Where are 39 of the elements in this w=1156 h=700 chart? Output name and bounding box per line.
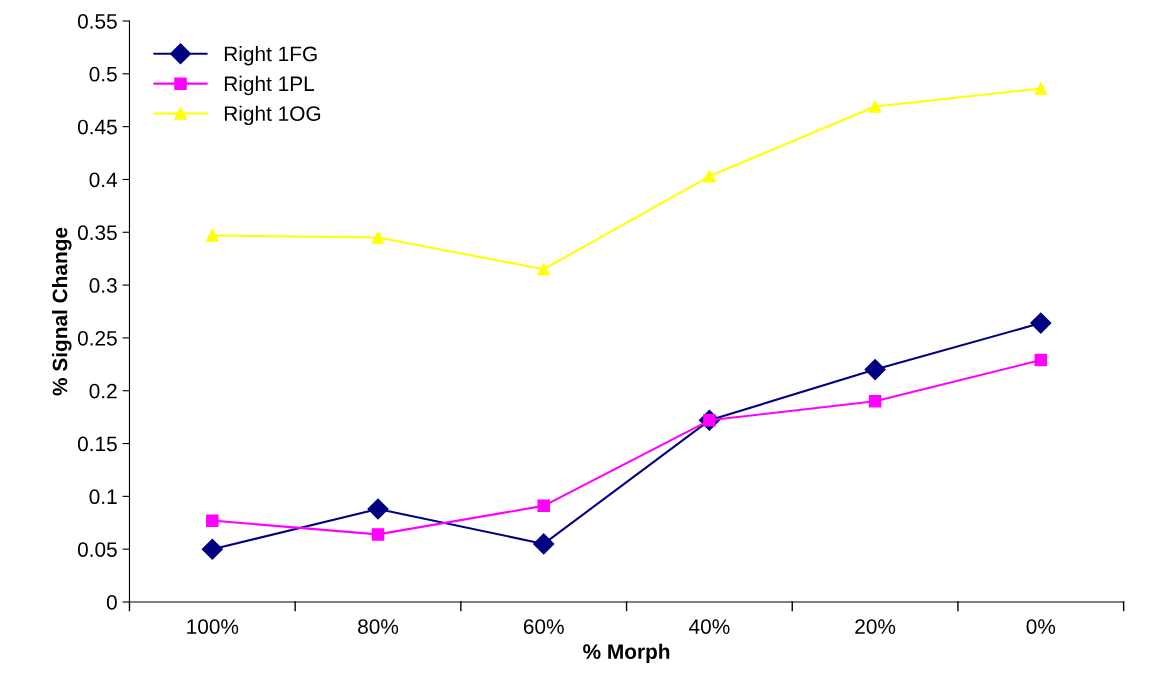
- y-tick-label: 0.05: [77, 542, 117, 557]
- point: [371, 231, 385, 244]
- y-tick-label: 0.1: [89, 489, 117, 505]
- x-axis-title: % Morph: [583, 643, 670, 664]
- point: [703, 170, 716, 183]
- point: [201, 538, 223, 560]
- x-tick-label: 40%: [689, 619, 730, 634]
- legend-label: Right 1FG: [224, 46, 317, 66]
- point: [537, 499, 550, 513]
- legend-label: Right 1PL: [224, 75, 315, 96]
- x-tick-label: 80%: [358, 619, 399, 634]
- point: [1030, 312, 1052, 334]
- y-tick-label: 0.55: [77, 14, 117, 29]
- y-tick-label: 0: [106, 595, 117, 610]
- x-tick-label: 20%: [855, 619, 896, 634]
- y-tick-label: 0.5: [89, 66, 117, 82]
- y-tick-label: 0.2: [89, 383, 117, 399]
- point: [537, 262, 550, 276]
- point: [1034, 82, 1048, 95]
- y-tick-label: 0.15: [77, 436, 117, 452]
- point: [371, 528, 385, 541]
- x-tick-label: 0%: [1026, 619, 1056, 634]
- y-axis-title: % Signal Change: [52, 227, 72, 396]
- y-tick-label: 0.3: [89, 278, 117, 293]
- x-tick-label: 60%: [523, 619, 564, 634]
- point: [206, 229, 219, 242]
- y-tick-label: 0.45: [77, 119, 117, 135]
- legend-label: Right 1OG: [224, 105, 321, 126]
- point: [533, 533, 555, 555]
- y-tick-label: 0.35: [77, 225, 117, 241]
- point: [864, 359, 886, 381]
- point: [868, 100, 882, 113]
- y-tick-label: 0.4: [89, 172, 118, 188]
- point: [868, 395, 882, 408]
- point: [1034, 353, 1048, 367]
- y-tick-label: 0.25: [77, 330, 117, 346]
- point: [206, 514, 219, 527]
- point: [367, 498, 389, 520]
- x-tick-label: 100%: [187, 619, 239, 634]
